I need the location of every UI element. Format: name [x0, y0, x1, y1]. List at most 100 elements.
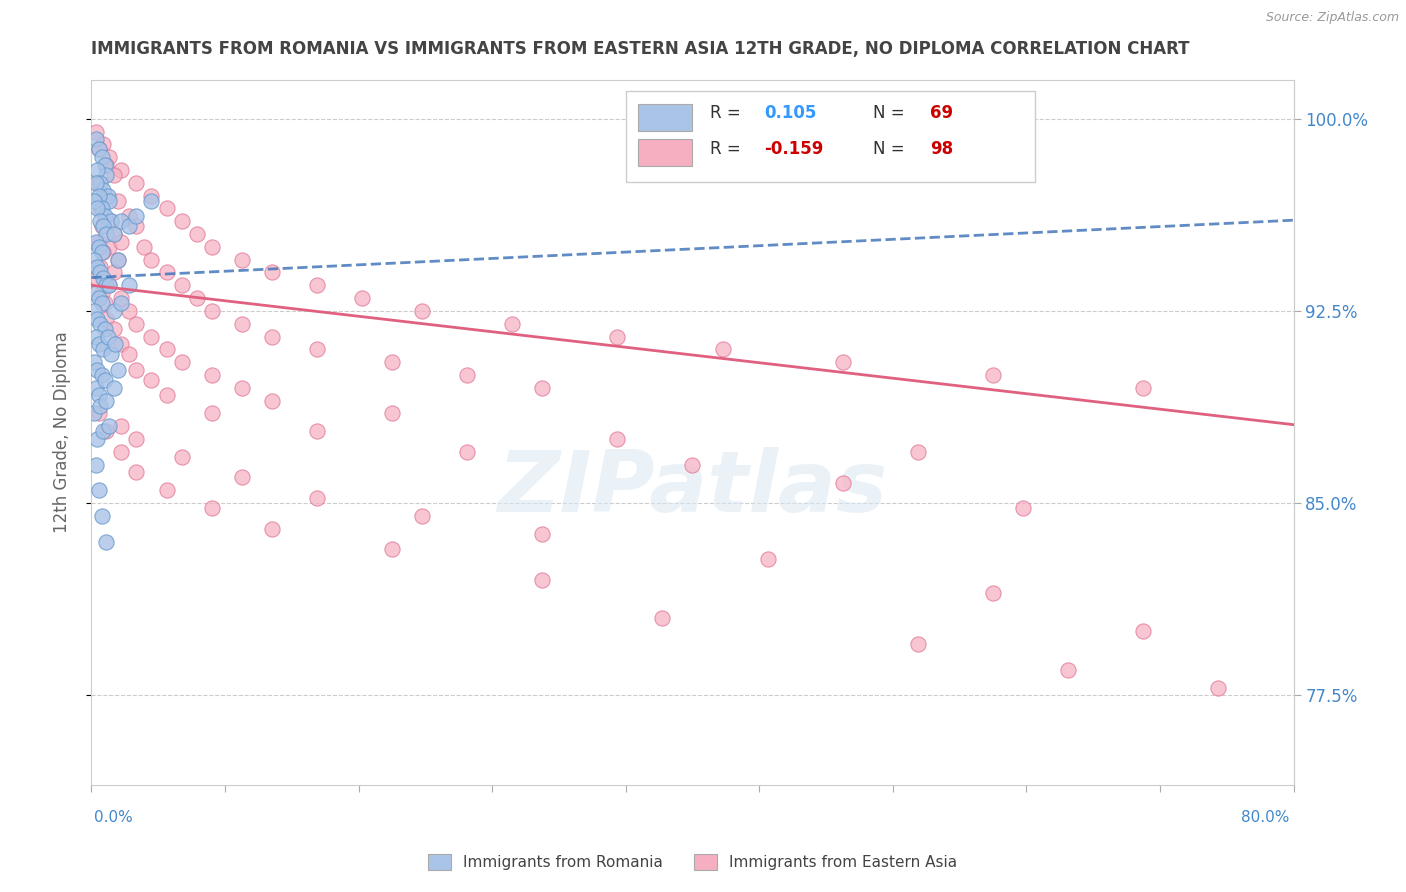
Y-axis label: 12th Grade, No Diploma: 12th Grade, No Diploma: [52, 332, 70, 533]
Point: [231, 252, 253, 267]
Point: [170, 278, 193, 293]
Point: [93, 244, 115, 259]
Point: [141, 252, 163, 267]
Point: [201, 368, 224, 382]
Point: [103, 304, 125, 318]
Point: [305, 343, 328, 357]
Point: [93, 343, 115, 357]
Legend: Immigrants from Romania, Immigrants from Eastern Asia: Immigrants from Romania, Immigrants from…: [422, 847, 963, 876]
Point: [381, 355, 404, 369]
Point: [125, 317, 148, 331]
Point: [411, 508, 433, 523]
Point: [104, 337, 127, 351]
Point: [87, 143, 110, 157]
Point: [83, 406, 105, 420]
Point: [831, 475, 853, 490]
Point: [118, 278, 141, 293]
Point: [93, 270, 115, 285]
Point: [201, 406, 224, 420]
Point: [711, 343, 734, 357]
Point: [86, 260, 108, 275]
Point: [170, 450, 193, 464]
Point: [84, 285, 107, 300]
Point: [381, 542, 404, 557]
Point: [231, 470, 253, 484]
FancyBboxPatch shape: [626, 91, 1035, 183]
Point: [103, 227, 125, 241]
Point: [103, 381, 125, 395]
Text: -0.159: -0.159: [765, 140, 824, 158]
Point: [84, 329, 107, 343]
Point: [94, 188, 117, 202]
Point: [141, 194, 163, 208]
Point: [87, 291, 110, 305]
Point: [110, 163, 132, 178]
Point: [110, 214, 132, 228]
Point: [155, 265, 177, 279]
Point: [456, 445, 478, 459]
Point: [94, 158, 117, 172]
Point: [606, 432, 628, 446]
Point: [981, 368, 1004, 382]
Point: [501, 317, 523, 331]
Point: [125, 219, 148, 234]
Point: [907, 637, 929, 651]
Point: [118, 347, 141, 361]
Point: [86, 163, 108, 178]
Point: [86, 432, 108, 446]
Text: R =: R =: [710, 140, 747, 158]
Text: N =: N =: [873, 104, 910, 122]
Point: [260, 329, 283, 343]
Point: [87, 188, 110, 202]
Point: [201, 240, 224, 254]
Point: [125, 432, 148, 446]
Point: [125, 209, 148, 223]
Text: R =: R =: [710, 104, 747, 122]
Point: [84, 458, 107, 472]
Point: [1132, 624, 1154, 639]
Point: [411, 304, 433, 318]
Point: [305, 278, 328, 293]
Point: [90, 150, 112, 164]
Point: [260, 265, 283, 279]
Point: [87, 406, 110, 420]
Point: [87, 388, 110, 402]
Point: [93, 425, 115, 439]
Point: [381, 406, 404, 420]
Point: [87, 143, 110, 157]
Point: [100, 214, 122, 228]
Text: Source: ZipAtlas.com: Source: ZipAtlas.com: [1265, 11, 1399, 24]
Point: [96, 168, 118, 182]
Point: [125, 363, 148, 377]
Point: [96, 534, 118, 549]
Point: [96, 311, 118, 326]
Point: [100, 214, 122, 228]
Point: [201, 501, 224, 516]
Point: [125, 466, 148, 480]
Point: [141, 373, 163, 387]
Point: [98, 419, 121, 434]
Point: [89, 202, 111, 216]
Point: [87, 483, 110, 498]
Point: [231, 381, 253, 395]
Point: [141, 329, 163, 343]
Point: [110, 235, 132, 249]
Point: [89, 176, 111, 190]
Point: [98, 194, 121, 208]
Point: [96, 278, 118, 293]
Point: [100, 347, 122, 361]
Point: [84, 132, 107, 146]
Text: 0.105: 0.105: [765, 104, 817, 122]
Point: [831, 355, 853, 369]
Point: [110, 419, 132, 434]
Point: [186, 291, 208, 305]
Point: [84, 176, 107, 190]
Point: [186, 227, 208, 241]
Point: [531, 526, 554, 541]
Point: [170, 214, 193, 228]
Text: IMMIGRANTS FROM ROMANIA VS IMMIGRANTS FROM EASTERN ASIA 12TH GRADE, NO DIPLOMA C: IMMIGRANTS FROM ROMANIA VS IMMIGRANTS FR…: [91, 40, 1189, 58]
Point: [96, 425, 118, 439]
FancyBboxPatch shape: [638, 139, 692, 166]
Point: [110, 337, 132, 351]
Point: [107, 194, 129, 208]
